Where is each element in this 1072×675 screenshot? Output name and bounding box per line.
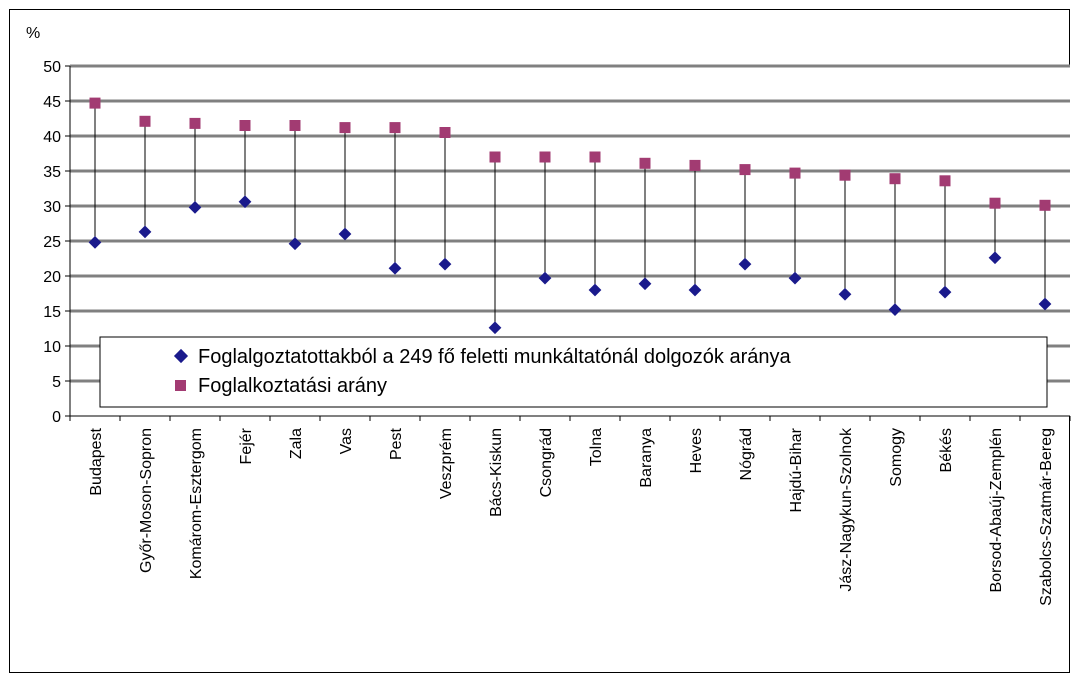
diamond-point: [488, 321, 502, 335]
diamond-point: [438, 257, 452, 271]
x-tick-label: Baranya: [638, 428, 655, 488]
square-point: [339, 122, 351, 134]
x-tick-label: Csongrád: [538, 428, 555, 497]
square-point: [1039, 199, 1051, 211]
diamond-point: [288, 237, 302, 251]
x-tick-label: Vas: [338, 428, 355, 454]
y-tick-label: 5: [52, 374, 61, 391]
square-point: [839, 169, 851, 181]
y-tick-label: 0: [52, 409, 61, 426]
square-point: [589, 151, 601, 163]
legend: Foglalgoztatottakból a 249 fő feletti mu…: [99, 336, 1048, 408]
x-tick-label: Nógrád: [738, 428, 755, 480]
diamond-point: [238, 195, 252, 209]
x-tick-label: Bács-Kiskun: [488, 428, 505, 517]
x-tick-label: Komárom-Esztergom: [188, 428, 205, 579]
diamond-point: [138, 225, 152, 239]
y-tick-label: 15: [43, 304, 61, 321]
square-point: [989, 197, 1001, 209]
diamond-point: [388, 261, 402, 275]
y-tick-label: 30: [43, 199, 61, 216]
x-tick-label: Szabolcs-Szatmár-Bereg: [1038, 428, 1055, 606]
diamond-point: [88, 236, 102, 249]
y-tick-label: 25: [43, 234, 61, 251]
square-point: [689, 159, 701, 171]
diamond-point: [338, 227, 352, 241]
y-tick-label: 50: [43, 59, 61, 76]
square-point: [739, 164, 751, 176]
x-tick-label: Budapest: [88, 427, 105, 495]
y-tick-labels: 0 5 10 15 20 25 30 35 40 45 50: [43, 59, 61, 426]
x-tick-label: Borsod-Abaúj-Zemplén: [988, 428, 1005, 593]
square-point: [939, 175, 951, 187]
square-point: [639, 157, 651, 169]
square-point: [889, 173, 901, 185]
legend-square-marker: [175, 380, 186, 391]
legend-box: [99, 336, 1048, 408]
y-tick-label: 45: [43, 94, 61, 111]
square-point: [389, 122, 401, 134]
legend-item-series-1: Foglalgoztatottakból a 249 fő feletti mu…: [173, 346, 791, 368]
x-tick-label: Somogy: [888, 428, 905, 487]
y-tick-label: 20: [43, 269, 61, 286]
data-markers: [88, 97, 1052, 335]
y-tick-label: 10: [43, 339, 61, 356]
x-tick-label: Jász-Nagykun-Szolnok: [838, 427, 855, 592]
axes: %: [26, 25, 1071, 421]
x-tick-label: Tolna: [588, 428, 605, 466]
square-point: [439, 127, 451, 138]
x-tick-label: Hajdú-Bihar: [788, 427, 805, 512]
square-point: [789, 167, 801, 179]
square-point: [189, 117, 201, 129]
x-tick-label: Győr-Moson-Sopron: [138, 428, 155, 573]
x-tick-label: Békés: [938, 428, 955, 472]
y-tick-label: 35: [43, 164, 61, 181]
diamond-point: [188, 201, 202, 214]
legend-item-series-2: Foglalkoztatási arány: [175, 375, 387, 397]
x-tick-label: Zala: [288, 428, 305, 459]
legend-diamond-marker: [173, 348, 189, 364]
x-tick-labels: Budapest Győr-Moson-Sopron Komárom-Eszterg…: [88, 427, 1055, 606]
square-point: [89, 97, 101, 109]
y-axis-label: %: [26, 25, 40, 42]
x-tick-label: Veszprém: [438, 428, 455, 499]
legend-label-series-1: Foglalgoztatottakból a 249 fő feletti mu…: [198, 346, 791, 368]
square-point: [139, 115, 151, 127]
x-tick-label: Heves: [688, 428, 705, 473]
square-point: [489, 151, 501, 163]
square-point: [289, 120, 301, 131]
x-tick-label: Fejér: [238, 427, 255, 464]
x-tick-label: Pest: [388, 427, 405, 460]
square-point: [539, 151, 551, 163]
square-point: [239, 120, 251, 131]
droplines: [94, 103, 1046, 328]
legend-label-series-2: Foglalkoztatási arány: [198, 375, 387, 397]
y-tick-label: 40: [43, 129, 61, 146]
